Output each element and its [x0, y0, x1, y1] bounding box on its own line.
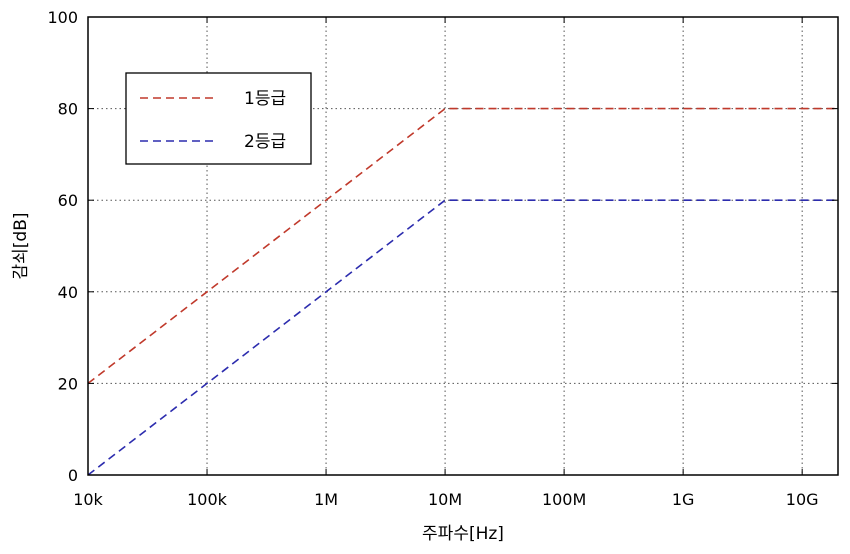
x-tick-label: 10k — [73, 490, 103, 509]
x-tick-label: 1G — [672, 490, 695, 509]
x-tick-label: 100M — [542, 490, 586, 509]
legend: 1등급 2등급 — [125, 72, 312, 165]
x-tick-label: 10M — [428, 490, 462, 509]
y-tick-label: 40 — [58, 283, 78, 302]
x-tick-label: 10G — [786, 490, 819, 509]
plot-frame — [87, 16, 839, 476]
x-axis-title: 주파수[Hz] — [422, 524, 504, 544]
x-tick-label: 1M — [314, 490, 338, 509]
y-tick-label: 20 — [58, 374, 78, 393]
legend-label-2: 2등급 — [244, 132, 286, 152]
y-axis-title: 감쇠[dB] — [11, 213, 31, 280]
series-line-1 — [87, 107, 838, 385]
y-tick-label: 0 — [68, 466, 78, 485]
legend-box — [125, 72, 312, 165]
y-tick-label: 80 — [58, 100, 78, 119]
series-line-2 — [87, 199, 838, 476]
series-layer — [87, 107, 838, 476]
y-tick-label: 100 — [47, 8, 78, 27]
tick-layer: 10k 100k 1M 10M 100M 1G 10G 0 20 40 60 80 100 — [47, 8, 838, 509]
x-tick-label: 100k — [187, 490, 228, 509]
y-tick-label: 60 — [58, 191, 78, 210]
legend-label-1: 1등급 — [244, 89, 286, 109]
